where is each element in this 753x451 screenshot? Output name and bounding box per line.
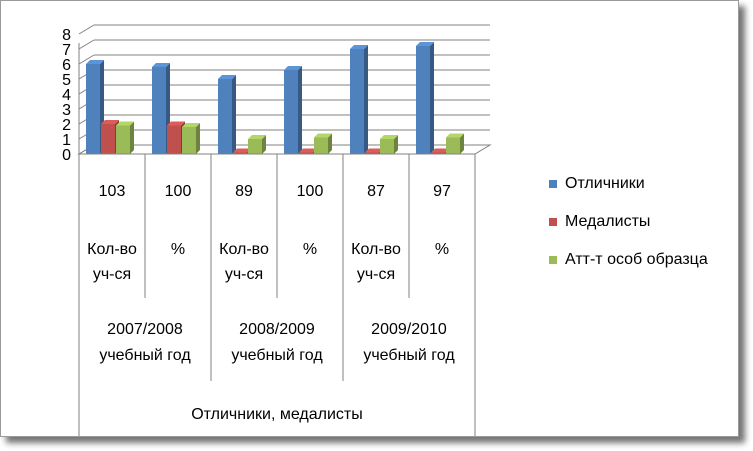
- gridline-depth: [78, 39, 95, 50]
- y-tick-label: 7: [62, 42, 71, 59]
- legend-item-medalisty: Медалисты: [549, 211, 708, 232]
- x-axis-title: Отличники, медалисты: [191, 406, 363, 423]
- group-label: 2008/2009: [239, 321, 315, 338]
- column-value-label: 87: [367, 183, 385, 200]
- bar-top-1-2: [233, 148, 251, 153]
- bar-top-1-0: [101, 120, 119, 124]
- bar-top-1-1: [167, 121, 185, 126]
- legend-label-otlichniki: Отличники: [565, 174, 645, 192]
- bar-1-2: [233, 152, 247, 154]
- column-value-label: 100: [297, 183, 324, 200]
- bar-top-1-5: [431, 148, 449, 153]
- bar-top-2-3: [314, 133, 332, 138]
- gridline-depth: [78, 24, 95, 35]
- bar-side-0-3: [298, 66, 302, 154]
- bar-side-0-4: [364, 45, 368, 154]
- bar-0-2: [218, 79, 232, 154]
- bar-side-2-3: [328, 133, 332, 154]
- bar-top-0-3: [284, 66, 302, 70]
- bar-top-1-4: [365, 148, 383, 153]
- column-measure-label: %: [303, 241, 317, 258]
- bar-2-1: [182, 127, 196, 154]
- column-measure-label: уч-ся: [225, 266, 263, 283]
- bar-side-2-0: [130, 121, 134, 154]
- column-value-label: 97: [433, 183, 451, 200]
- legend-label-medalisty: Медалисты: [565, 212, 651, 230]
- bar-side-0-5: [430, 42, 434, 154]
- bar-0-0: [86, 64, 100, 154]
- y-tick-label: 6: [62, 57, 71, 74]
- group-label: учебный год: [363, 347, 455, 364]
- y-tick-label: 3: [62, 102, 71, 119]
- gridline-depth: [78, 54, 95, 65]
- bar-top-0-4: [350, 45, 368, 49]
- legend-item-attestat: Атт-т особ образца: [549, 249, 708, 270]
- bar-2-5: [446, 137, 460, 154]
- column-measure-label: %: [435, 241, 449, 258]
- y-tick-label: 5: [62, 72, 71, 89]
- bar-top-0-0: [86, 60, 104, 64]
- column-measure-label: %: [171, 241, 185, 258]
- bar-top-2-0: [116, 121, 134, 126]
- y-tick-label: 1: [62, 132, 71, 149]
- column-measure-label: Кол-во: [219, 241, 269, 258]
- bar-top-0-5: [416, 42, 434, 46]
- y-tick-label: 8: [62, 27, 71, 44]
- bar-1-5: [431, 152, 445, 154]
- bar-side-2-1: [196, 123, 200, 154]
- bar-top-1-3: [299, 148, 317, 153]
- bar-1-4: [365, 152, 379, 154]
- group-label: учебный год: [231, 347, 323, 364]
- legend-label-attestat: Атт-т особ образца: [565, 250, 708, 268]
- chart-legend: Отличники Медалисты Атт-т особ образца: [549, 173, 708, 287]
- bar-1-0: [101, 124, 115, 154]
- bar-1-3: [299, 152, 313, 154]
- y-tick-label: 0: [62, 147, 71, 164]
- column-value-label: 89: [235, 183, 253, 200]
- bar-side-2-4: [394, 135, 398, 154]
- chart-frame: 0 1 2 3 4 5 6 7 8 103 Кол-во уч-ся 100% 89 Кол-во уч-ся…: [0, 0, 739, 437]
- legend-swatch-attestat: [549, 255, 557, 264]
- legend-swatch-otlichniki: [549, 179, 557, 188]
- column-value-label: 103: [99, 183, 126, 200]
- legend-swatch-medalisty: [549, 217, 557, 226]
- y-tick-label: 4: [62, 87, 71, 104]
- column-value-label: 100: [165, 183, 192, 200]
- legend-item-otlichniki: Отличники: [549, 173, 708, 194]
- bar-0-1: [152, 67, 166, 154]
- bar-1-1: [167, 125, 181, 154]
- bar-side-2-2: [262, 135, 266, 154]
- bar-top-2-1: [182, 123, 200, 127]
- column-measure-label: уч-ся: [93, 266, 131, 283]
- bar-side-0-2: [232, 75, 236, 154]
- bar-top-0-1: [152, 63, 170, 67]
- bar-top-2-2: [248, 135, 266, 139]
- bar-top-0-2: [218, 75, 236, 79]
- column-measure-label: Кол-во: [87, 241, 137, 258]
- bar-top-2-5: [446, 133, 464, 138]
- bar-0-4: [350, 49, 364, 154]
- group-label: 2009/2010: [371, 321, 447, 338]
- column-measure-label: Кол-во: [351, 241, 401, 258]
- bar-2-3: [314, 137, 328, 154]
- bar-2-4: [380, 139, 394, 154]
- bar-2-2: [248, 139, 262, 154]
- group-label: учебный год: [99, 347, 191, 364]
- bar-side-2-5: [460, 133, 464, 154]
- bar-0-5: [416, 46, 430, 154]
- y-tick-label: 2: [62, 117, 71, 134]
- bar-top-2-4: [380, 135, 398, 139]
- column-measure-label: уч-ся: [357, 266, 395, 283]
- group-label: 2007/2008: [107, 321, 183, 338]
- bar-2-0: [116, 125, 130, 154]
- bar-0-3: [284, 70, 298, 154]
